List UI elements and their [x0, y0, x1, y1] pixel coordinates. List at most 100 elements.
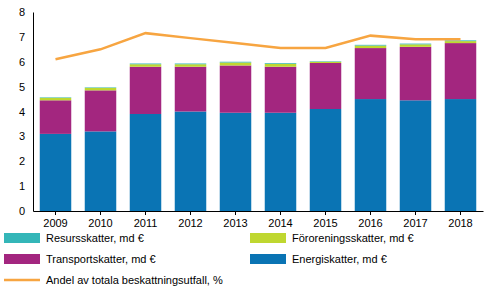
bar [355, 99, 387, 211]
x-tick-label: 2017 [403, 217, 427, 229]
x-tick-mark [190, 211, 191, 215]
y-axis: 0 1 2 3 4 5 6 7 8 [19, 6, 34, 217]
bar [445, 41, 477, 43]
bar [310, 63, 342, 109]
x-tick: 2011 [134, 211, 158, 229]
x-tick-label: 2015 [313, 217, 337, 229]
bar [400, 47, 432, 100]
bar [400, 44, 432, 46]
y-tick: 7 [19, 31, 33, 43]
legend-swatch [4, 279, 40, 282]
y-tick-label: 6 [19, 56, 25, 68]
x-tick-label: 2010 [88, 217, 112, 229]
bar [220, 113, 252, 211]
y-tick-label: 1 [19, 180, 25, 192]
bar [400, 100, 432, 211]
bar [40, 98, 72, 100]
chart: 0 1 2 3 4 5 6 7 8 2009 2010 2011 2012 2013 2014 2015 201… [0, 0, 491, 302]
x-tick: 2010 [88, 211, 112, 229]
x-tick-mark [325, 211, 326, 215]
x-tick-label: 2018 [448, 217, 472, 229]
legend: Resursskatter, md € Föroreningsskatter, m… [4, 232, 414, 286]
bar [355, 46, 387, 48]
x-tick-label: 2012 [178, 217, 202, 229]
bar [445, 99, 477, 211]
x-tick-label: 2016 [358, 217, 382, 229]
bar [130, 114, 162, 211]
legend-item: Energiskatter, md € [250, 253, 387, 265]
bar [445, 43, 477, 99]
bar [355, 44, 387, 46]
legend-item: Föroreningsskatter, md € [250, 232, 414, 244]
legend-label: Energiskatter, md € [292, 253, 387, 265]
y-tick-label: 7 [19, 31, 25, 43]
legend-label: Andel av totala beskattningsutfall, % [46, 274, 223, 286]
legend-swatch [250, 233, 286, 243]
y-tick-label: 4 [19, 106, 25, 118]
bar [85, 88, 117, 90]
legend-swatch [4, 233, 40, 243]
bar [85, 90, 117, 131]
y-tick-label: 3 [19, 130, 25, 142]
legend-swatch [250, 254, 286, 264]
y-tick: 3 [19, 130, 33, 142]
y-tick: 5 [19, 81, 33, 93]
x-tick-label: 2014 [268, 217, 292, 229]
y-tick: 8 [19, 6, 33, 18]
bar [40, 97, 72, 98]
legend-swatch [4, 254, 40, 264]
bar-series [40, 40, 477, 97]
x-tick-label: 2011 [134, 217, 158, 229]
y-tick: 2 [19, 155, 33, 167]
y-tick-label: 0 [19, 205, 25, 217]
x-tick: 2009 [43, 211, 67, 229]
legend-item: Transportskatter, md € [4, 253, 156, 265]
y-tick-label: 8 [19, 6, 25, 18]
x-tick-mark [145, 211, 146, 215]
legend-item: Resursskatter, md € [4, 232, 144, 244]
bar-series [40, 41, 477, 100]
bar-series [40, 43, 477, 134]
x-tick-mark [460, 211, 461, 215]
bar [175, 63, 207, 65]
bar [175, 112, 207, 212]
x-tick-mark [235, 211, 236, 215]
x-tick: 2014 [268, 211, 292, 229]
y-tick: 6 [19, 56, 33, 68]
bar [265, 64, 297, 67]
bar [130, 63, 162, 65]
y-tick: 1 [19, 180, 33, 192]
x-tick-mark [415, 211, 416, 215]
legend-label: Resursskatter, md € [46, 232, 144, 244]
x-tick: 2018 [448, 211, 472, 229]
x-tick-mark [100, 211, 101, 215]
plot: 0 1 2 3 4 5 6 7 8 2009 2010 2011 2012 2013 2014 2015 201… [19, 6, 484, 229]
bar [400, 43, 432, 45]
bar [265, 62, 297, 64]
marks [40, 33, 477, 211]
bar [355, 48, 387, 99]
bar [130, 67, 162, 114]
x-tick-mark [55, 211, 56, 215]
bar [85, 131, 117, 211]
bar [40, 100, 72, 134]
bar [175, 67, 207, 112]
x-tick: 2012 [178, 211, 202, 229]
x-tick-label: 2009 [43, 217, 67, 229]
bar [175, 64, 207, 66]
bar [265, 113, 297, 211]
x-tick: 2015 [313, 211, 337, 229]
y-tick: 4 [19, 106, 33, 118]
bar [310, 109, 342, 211]
legend-label: Transportskatter, md € [46, 253, 156, 265]
x-tick-label: 2013 [223, 217, 247, 229]
y-tick: 0 [19, 205, 33, 217]
bar [220, 65, 252, 112]
x-tick-mark [370, 211, 371, 215]
y-tick-label: 5 [19, 81, 25, 93]
bar [40, 134, 72, 211]
y-tick-label: 2 [19, 155, 25, 167]
bar [85, 87, 117, 88]
x-tick: 2017 [403, 211, 427, 229]
bar [130, 64, 162, 66]
